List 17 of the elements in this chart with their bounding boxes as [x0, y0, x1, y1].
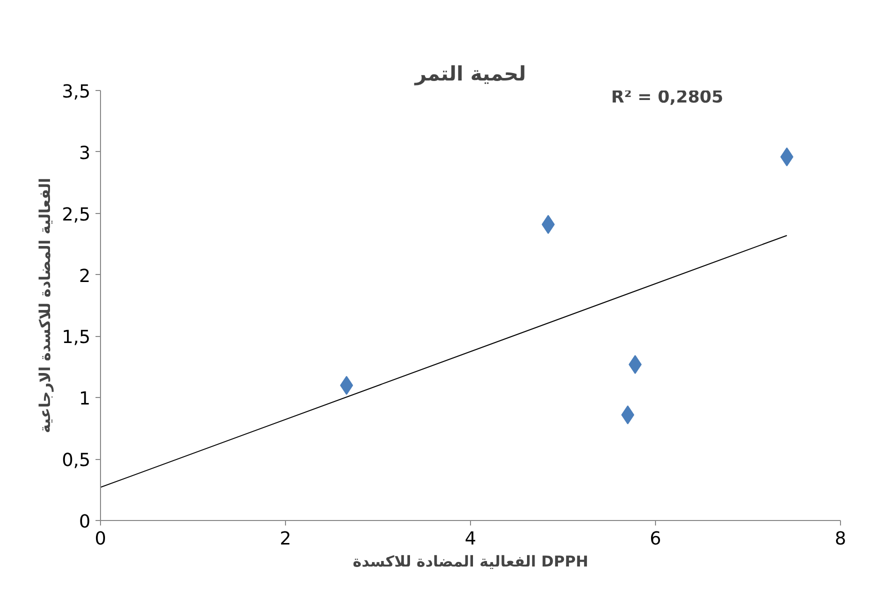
y-axis-title: الفعالية المضادة للاكسدة الارجاعية [36, 178, 54, 434]
y-tick-label: 3,5 [62, 82, 91, 102]
y-tick-label: 0 [79, 512, 90, 532]
x-tick-label: 6 [650, 528, 662, 550]
annotation: R² = 0,2805 [611, 88, 724, 108]
x-tick-label: 4 [464, 528, 476, 550]
y-tick-label: 1,5 [62, 327, 91, 348]
y-tick-label: 3 [79, 142, 90, 164]
y-tick-label: 0,5 [62, 450, 91, 472]
y-tick-label: 2 [79, 266, 90, 287]
chart-title: لحمية التمر [414, 62, 526, 86]
x-tick-label: 8 [834, 528, 846, 550]
y-tick-label: 1 [79, 388, 90, 410]
y-tick-label: 2,5 [62, 204, 91, 226]
x-tick-label: 0 [94, 528, 106, 550]
x-tick-label: 2 [280, 528, 292, 550]
x-axis-title: الفعالية المضادة للاكسدة DPPH [352, 552, 588, 570]
